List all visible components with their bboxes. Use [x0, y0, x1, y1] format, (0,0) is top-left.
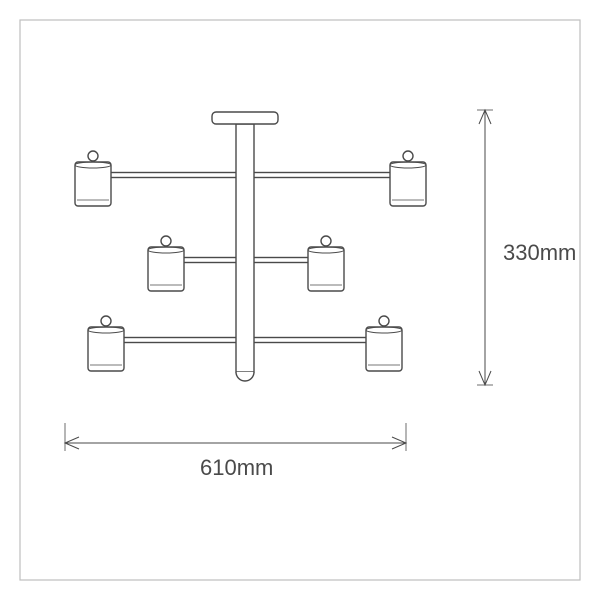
- dim-width-label: 610mm: [200, 455, 273, 480]
- arm-0: [107, 173, 237, 178]
- ceiling-plate: [212, 112, 278, 124]
- dim-height-label: 330mm: [503, 240, 576, 265]
- arm-5: [253, 338, 370, 343]
- shade-0: [75, 151, 111, 206]
- shade-5: [366, 316, 402, 371]
- arm-1: [253, 173, 395, 178]
- shade-3: [308, 236, 344, 291]
- tech-drawing: 610mm 330mm: [0, 0, 600, 600]
- stem-cap: [236, 372, 254, 381]
- outer-frame: [20, 20, 580, 580]
- central-stem: [236, 124, 254, 372]
- shade-4: [88, 316, 124, 371]
- arm-3: [253, 258, 312, 263]
- shade-2: [148, 236, 184, 291]
- shade-1: [390, 151, 426, 206]
- arm-2: [180, 258, 237, 263]
- arm-4: [120, 338, 237, 343]
